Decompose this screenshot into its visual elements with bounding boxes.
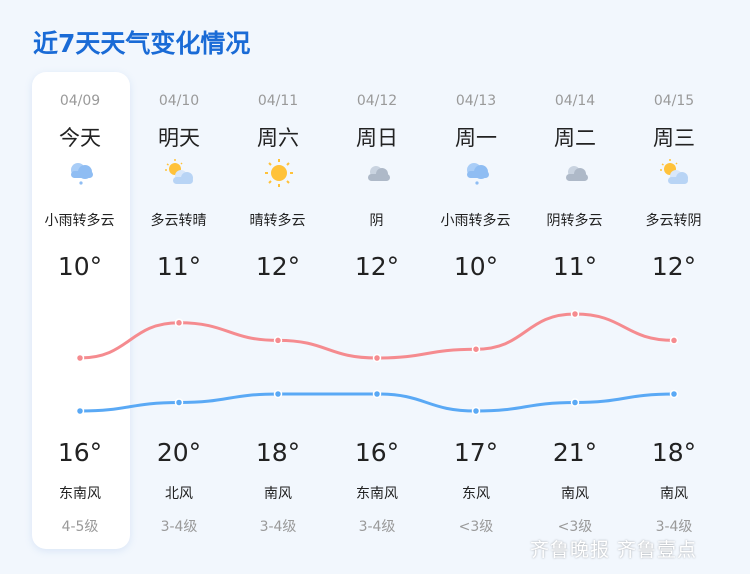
day-column: 04/14 周二 阴转多云 11° 21° 南风 <3级 [526, 72, 625, 549]
bottom-temperature: 18° [651, 438, 697, 467]
day-column: 04/12 周日 阴 12° 16° 东南风 3-4级 [328, 72, 427, 549]
date: 04/12 [356, 93, 398, 109]
blue-point [174, 398, 184, 407]
day-label: 周三 [653, 126, 695, 150]
day-column: 04/11 周六 晴转多云 12° 18° 南风 3-4级 [229, 72, 328, 549]
wind-level: <3级 [557, 519, 593, 535]
top-temperature: 12° [354, 252, 400, 281]
red-point [570, 309, 580, 319]
day-column: 04/13 周一 小雨转多云 10° 17° 东风 <3级 [427, 72, 526, 549]
red-temperature-curve [79, 312, 675, 360]
red-point [669, 336, 679, 345]
blue-point [75, 406, 85, 416]
wind-level: 3-4级 [160, 519, 198, 535]
date: 04/10 [158, 93, 200, 109]
red-point [471, 344, 481, 354]
weather-description: 阴 [369, 212, 384, 229]
bottom-temperature: 17° [453, 438, 499, 467]
wind-direction: 东风 [462, 486, 490, 502]
light-rain-cloud-icon [65, 158, 97, 188]
wind-direction: 南风 [561, 486, 589, 502]
wind-level: 3-4级 [358, 519, 396, 535]
bottom-temperature: 20° [156, 438, 202, 467]
bottom-temperature: 16° [57, 438, 103, 467]
day-label: 明天 [158, 126, 200, 150]
wind-level: 3-4级 [259, 519, 297, 535]
date: 04/11 [257, 93, 299, 109]
watermark: 齐鲁晚报 齐鲁壹点 [530, 539, 698, 561]
overcast-cloud-icon [362, 158, 394, 188]
weather-description: 晴转多云 [249, 212, 306, 229]
top-temperature: 11° [552, 252, 598, 281]
blue-point [372, 389, 382, 399]
day-label: 周一 [455, 126, 497, 150]
bottom-temperature: 16° [354, 438, 400, 467]
blue-point [570, 398, 580, 407]
wind-direction: 东南风 [356, 486, 398, 502]
wind-direction: 北风 [165, 486, 193, 502]
day-label: 今天 [59, 126, 101, 150]
blue-point [471, 406, 481, 416]
today-highlight-card [32, 72, 130, 549]
red-point [174, 318, 184, 328]
day-label: 周六 [257, 126, 299, 150]
red-point [75, 353, 85, 363]
partly-cloudy-icon [164, 158, 196, 188]
day-column: 04/15 周三 多云转阴 12° 18° 南风 3-4级 [625, 72, 724, 549]
top-temperature: 12° [255, 252, 301, 281]
date: 04/09 [59, 93, 101, 109]
top-temperature: 12° [651, 252, 697, 281]
bottom-temperature: 21° [552, 438, 598, 467]
wind-direction: 南风 [264, 486, 292, 502]
day-column: 04/09 今天 小雨转多云 10° 16° 东南风 4-5级 [31, 72, 130, 549]
day-label: 周日 [356, 126, 398, 150]
overcast-cloud-icon [560, 158, 592, 188]
top-temperature: 11° [156, 252, 202, 281]
weather-description: 多云转阴 [645, 212, 702, 229]
wind-direction: 南风 [660, 486, 688, 502]
weather-description: 多云转晴 [150, 212, 207, 229]
page-title: 近7天天气变化情况 [33, 29, 251, 58]
date: 04/15 [653, 93, 695, 109]
date: 04/14 [554, 93, 596, 109]
day-column: 04/10 明天 多云转晴 11° 20° 北风 3-4级 [130, 72, 229, 549]
red-point [372, 353, 382, 363]
sun-icon [263, 158, 295, 188]
date: 04/13 [455, 93, 497, 109]
top-temperature: 10° [453, 252, 499, 281]
light-rain-cloud-icon [461, 158, 493, 188]
day-label: 周二 [554, 126, 596, 150]
wind-direction: 东南风 [59, 486, 101, 502]
weather-description: 阴转多云 [546, 212, 603, 229]
red-point [273, 336, 283, 345]
partly-cloudy-icon [659, 158, 691, 188]
blue-point [273, 389, 283, 399]
blue-point [669, 389, 679, 399]
weather-description: 小雨转多云 [44, 212, 115, 229]
wind-level: 3-4级 [655, 519, 693, 535]
bottom-temperature: 18° [255, 438, 301, 467]
wind-level: 4-5级 [61, 519, 99, 535]
wind-level: <3级 [458, 519, 494, 535]
weather-description: 小雨转多云 [440, 212, 511, 229]
top-temperature: 10° [57, 252, 103, 281]
